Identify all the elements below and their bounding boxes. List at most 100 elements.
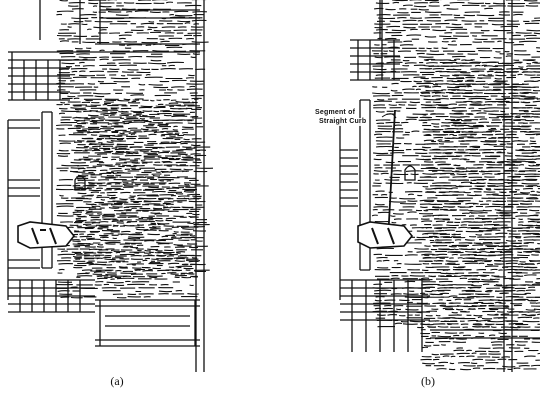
edge-stroke <box>106 228 114 231</box>
edge-stroke <box>472 325 481 328</box>
edge-stroke <box>477 316 483 319</box>
edge-stroke <box>166 1 174 4</box>
edge-stroke <box>87 131 100 134</box>
edge-stroke <box>172 186 185 189</box>
car-b <box>357 221 414 249</box>
edge-stroke <box>376 260 382 262</box>
edge-stroke <box>465 148 479 151</box>
edge-stroke <box>524 274 537 277</box>
edge-image-b <box>339 0 540 372</box>
edge-stroke <box>119 132 125 135</box>
edge-stroke <box>85 243 94 245</box>
edge-stroke <box>450 28 468 31</box>
edge-stroke <box>445 274 452 277</box>
edge-stroke <box>437 325 449 328</box>
edge-stroke <box>88 189 102 192</box>
edge-stroke <box>508 278 521 280</box>
edge-stroke <box>439 292 450 295</box>
edge-stroke <box>429 50 440 52</box>
edge-stroke <box>501 356 511 358</box>
edge-stroke <box>139 117 146 120</box>
edge-stroke <box>536 191 540 193</box>
edge-stroke <box>448 295 458 298</box>
annotation-line-2: Straight Curb <box>318 118 368 126</box>
edge-image-panel-a <box>0 0 230 372</box>
edge-stroke <box>453 275 462 277</box>
edge-stroke <box>466 349 472 352</box>
edge-stroke <box>72 117 82 119</box>
edge-stroke <box>447 251 461 253</box>
edge-stroke <box>376 314 386 316</box>
edge-stroke <box>405 308 419 311</box>
edge-stroke <box>531 19 540 22</box>
edge-stroke <box>172 128 178 131</box>
edge-stroke <box>413 80 422 83</box>
edge-stroke <box>76 120 86 122</box>
edge-stroke <box>423 344 432 347</box>
edge-stroke <box>182 170 188 173</box>
edge-stroke <box>409 320 426 323</box>
edge-stroke <box>437 287 447 289</box>
edge-stroke <box>168 64 175 67</box>
edge-stroke <box>476 182 486 184</box>
edge-stroke <box>501 299 512 302</box>
edge-stroke <box>489 113 503 116</box>
edge-stroke <box>490 326 497 328</box>
edge-stroke <box>88 182 106 184</box>
edge-stroke <box>461 221 472 223</box>
structure-lines-a <box>7 0 205 372</box>
edge-stroke <box>494 77 502 80</box>
edge-stroke <box>90 219 102 221</box>
edge-stroke <box>486 289 493 292</box>
edge-stroke <box>475 233 483 236</box>
edge-stroke <box>100 113 117 115</box>
edge-stroke <box>166 132 173 134</box>
edge-stroke <box>513 197 522 199</box>
edge-stroke <box>392 0 408 2</box>
edge-stroke <box>58 112 65 115</box>
edge-stroke <box>443 4 450 7</box>
edge-stroke <box>518 40 537 43</box>
edge-stroke <box>106 141 114 143</box>
edge-stroke <box>510 302 523 305</box>
edge-stroke <box>111 257 124 259</box>
edge-stroke <box>154 213 163 215</box>
edge-stroke <box>147 28 152 31</box>
edge-stroke <box>451 40 456 43</box>
edge-stroke <box>470 134 477 136</box>
edge-stroke <box>453 349 465 352</box>
edge-stroke <box>105 165 116 167</box>
edge-stroke <box>494 301 502 304</box>
edge-stroke <box>390 277 400 280</box>
edge-stroke <box>533 308 540 311</box>
edge-stroke <box>158 290 173 293</box>
edge-stroke <box>155 249 163 252</box>
edge-stroke <box>144 249 151 252</box>
edge-stroke <box>452 83 465 86</box>
edge-stroke <box>515 32 532 34</box>
edge-stroke <box>161 171 173 174</box>
edge-stroke <box>146 217 163 220</box>
edge-stroke <box>110 140 126 142</box>
edge-stroke <box>524 355 536 358</box>
edge-stroke <box>183 190 194 193</box>
edge-stroke <box>452 74 460 77</box>
edge-stroke <box>142 114 148 117</box>
edge-stroke <box>514 188 520 191</box>
edge-stroke <box>482 86 490 88</box>
edge-stroke <box>82 65 95 67</box>
edge-stroke <box>496 161 504 164</box>
edge-stroke <box>148 20 155 23</box>
edge-stroke <box>123 209 132 211</box>
edge-stroke <box>447 221 454 223</box>
edge-stroke <box>451 233 456 236</box>
edge-stroke <box>176 149 193 151</box>
edge-stroke <box>501 292 509 295</box>
edge-stroke <box>67 226 74 229</box>
edge-stroke <box>422 233 429 235</box>
edge-stroke <box>431 206 443 209</box>
edge-stroke <box>98 117 106 120</box>
edge-stroke <box>189 234 196 237</box>
edge-stroke <box>509 326 521 329</box>
edge-stroke <box>422 149 428 151</box>
